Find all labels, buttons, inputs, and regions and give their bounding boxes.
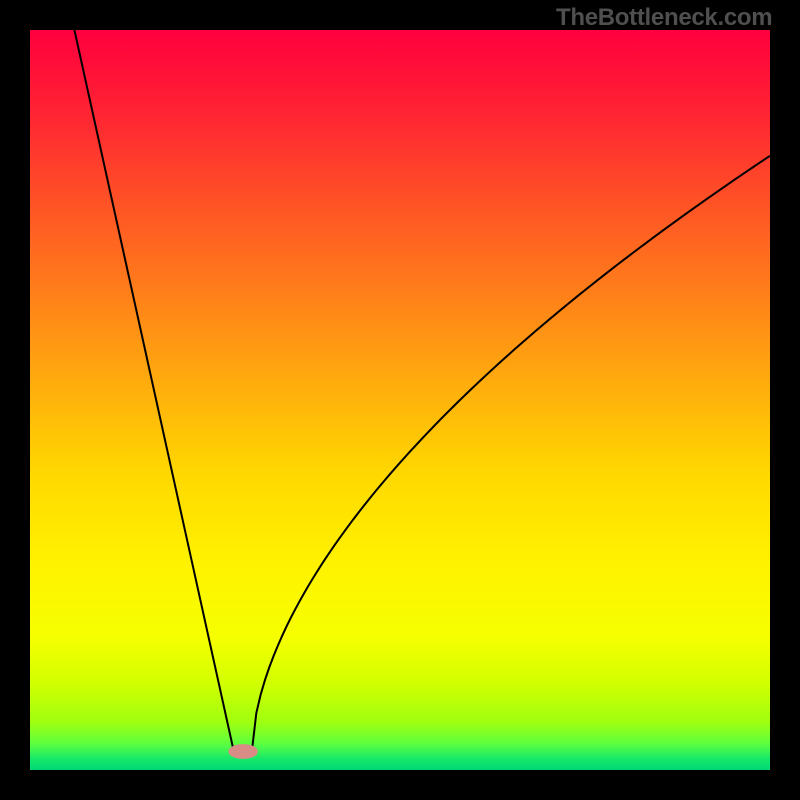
gradient-background [30, 30, 770, 770]
bottleneck-chart [0, 0, 800, 800]
watermark-text: TheBottleneck.com [556, 4, 772, 32]
minimum-marker [228, 744, 258, 759]
